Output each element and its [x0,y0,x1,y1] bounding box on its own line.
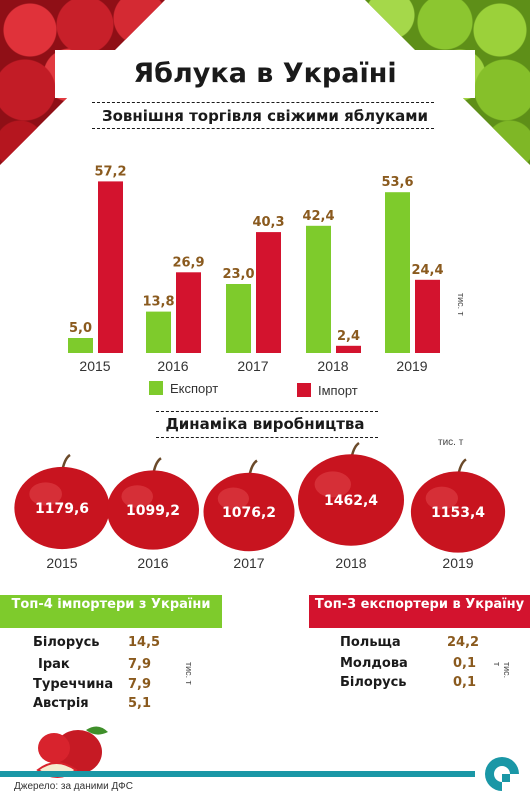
export-bar [146,311,171,353]
title-band [55,50,475,98]
legend-export-swatch [149,381,163,395]
apple-highlight [121,485,153,508]
import-value-label: 24,4 [411,263,443,278]
legend-export-label: Експорт [170,381,219,396]
year-tick-label: 2018 [317,358,348,374]
importer-value: 14,5 [128,635,161,650]
importer-name: Ірак [38,657,70,672]
exporter-value: 0,1 [453,675,477,690]
production-value-label: 1076,2 [222,505,276,521]
import-bar [336,345,361,353]
production-value-label: 1462,4 [324,493,378,509]
export-value-label: 5,0 [69,321,92,336]
exporter-name: Молдова [340,656,408,671]
import-bar [98,181,123,353]
trade-title-text: Зовнішня торгівля свіжими яблуками [101,107,429,125]
page-title: Яблука в Україні [133,58,397,89]
year-tick-label: 2018 [335,555,366,571]
apple-highlight [425,486,458,510]
year-tick-label: 2017 [233,555,264,571]
exporter-value: 0,1 [453,656,477,671]
year-tick-label: 2016 [157,358,188,374]
title-divider [92,128,434,129]
source-text: Джерело: за даними ДФС [14,781,133,792]
apple-highlight [314,471,351,498]
export-value-label: 53,6 [381,175,413,190]
production-apple-chart: 1179,6 2015 1099,2 2016 1076,2 2017 1462,4 2018… [14,441,506,571]
importer-value: 7,9 [128,657,152,672]
export-value-label: 42,4 [302,209,334,224]
import-bar [256,232,281,353]
production-value-label: 1099,2 [126,503,180,519]
production-value-label: 1153,4 [431,505,485,521]
production-units: тис. т [438,437,464,448]
title-divider [156,437,378,438]
production-section-title: Динаміка виробництва [0,415,530,433]
importer-name: Туреччина [33,677,114,692]
year-tick-label: 2015 [46,555,77,571]
import-value-label: 26,9 [172,255,204,270]
export-bar [68,338,93,353]
import-bar [176,272,201,353]
import-value-label: 40,3 [252,215,284,230]
exporter-value: 24,2 [447,635,480,650]
export-value-label: 23,0 [222,267,254,282]
apple-highlight [217,487,249,510]
title-divider [92,102,434,103]
legend-import-label: Імпорт [318,383,358,398]
brand-logo-icon [485,757,520,792]
legend-import-swatch [297,383,311,397]
export-value-label: 13,8 [142,295,174,310]
trade-bar-chart: 5,0 57,2 2015 13,8 26,9 2016 23,0 40,3 2017 42,4 2… [68,164,444,374]
import-bar [415,279,440,353]
trade-section-title: Зовнішня торгівля свіжими яблуками [0,107,530,125]
import-value-label: 2,4 [337,329,360,344]
importer-value: 5,1 [128,696,152,711]
apple-highlight [29,482,62,506]
exporters-units: тис. т [492,662,512,679]
importer-value: 7,9 [128,677,152,692]
production-value-label: 1179,6 [35,501,89,517]
title-divider [156,411,378,412]
footer-line [0,771,475,777]
year-tick-label: 2019 [396,358,427,374]
year-tick-label: 2016 [137,555,168,571]
importers-header: Топ-4 імпортери з України [0,595,222,628]
exporter-name: Білорусь [340,675,407,690]
exporters-header: Топ-3 експортери в Україну [309,595,530,628]
export-bar [306,225,331,353]
export-bar [385,192,410,353]
exporter-name: Польща [340,635,401,650]
year-tick-label: 2019 [442,555,473,571]
year-tick-label: 2015 [79,358,110,374]
export-bar [226,284,251,353]
importers-units: тис. т [184,662,194,685]
production-title-text: Динаміка виробництва [165,415,365,433]
importer-name: Австрія [33,696,89,711]
importer-name: Білорусь [33,635,100,650]
year-tick-label: 2017 [237,358,268,374]
import-value-label: 57,2 [94,164,126,179]
